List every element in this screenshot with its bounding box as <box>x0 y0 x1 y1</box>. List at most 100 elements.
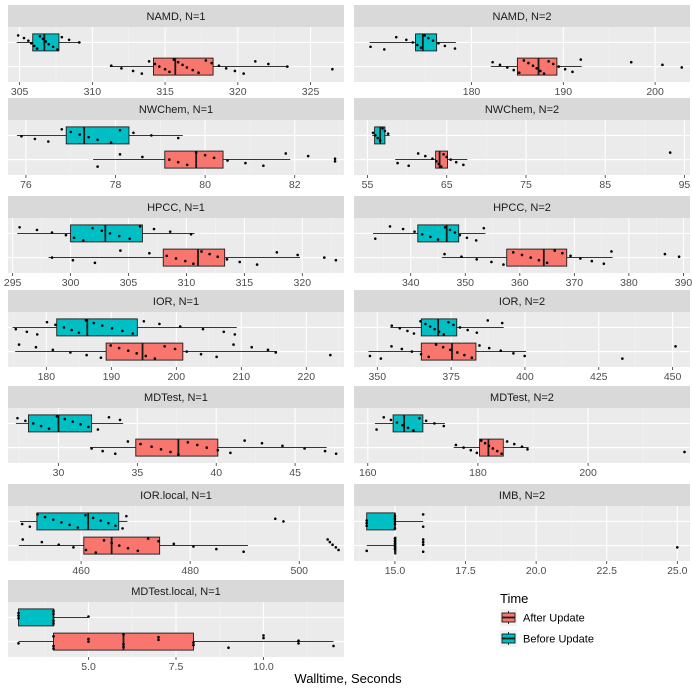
point-nwchem-n-1-before-update <box>78 133 81 136</box>
legend-label-after-update: After Update <box>523 613 585 625</box>
point-ior-n-1-before-update <box>62 326 66 329</box>
panel-nwchem-n-2: NWChem, N=2 55 65 75 85 95 <box>354 98 690 191</box>
series-hpcc-n-1-before-update <box>17 224 195 243</box>
strip-nwchem-n-2 <box>354 98 690 120</box>
point-hpcc-n-1-after-update <box>174 257 178 260</box>
point-hpcc-n-1-after-update <box>50 256 54 259</box>
point-nwchem-n-1-after-update <box>194 151 198 154</box>
point-mdtest-local-n-1-after-update <box>52 647 55 650</box>
tick-label-nwchem-n-1: 82 <box>289 179 301 191</box>
point-namd-n-1-after-update <box>217 64 221 68</box>
point-mdtest-n-1-before-update <box>63 417 67 421</box>
point-hpcc-n-2-after-update <box>475 258 479 261</box>
tick-label-imb-n-2: 17.5 <box>455 565 476 577</box>
legend-entry-before-update: Before Update <box>500 630 594 647</box>
point-imb-n-2-before-update <box>421 525 425 528</box>
series-mdtest-n-2-after-update <box>453 438 686 457</box>
tick-label-nwchem-n-1: 78 <box>110 179 122 191</box>
point-hpcc-n-2-before-update <box>429 235 432 239</box>
point-hpcc-n-2-before-update <box>401 227 405 231</box>
point-mdtest-n-2-before-update <box>424 419 428 423</box>
point-hpcc-n-1-after-update <box>200 250 203 253</box>
point-ior-n-1-after-update <box>69 351 72 354</box>
tick-label-ior-n-1: 210 <box>233 371 251 383</box>
series-imb-n-2-before-update <box>365 512 425 531</box>
tick-label-ior-n-1: 180 <box>38 371 56 383</box>
point-ior-n-1-before-update <box>178 325 182 328</box>
series-ior-n-1-before-update <box>12 318 237 337</box>
strip-nwchem-n-1 <box>8 98 344 120</box>
point-namd-n-1-before-update <box>60 35 64 39</box>
point-mdtest-n-1-after-update <box>169 450 172 454</box>
tick-label-hpcc-n-1: 300 <box>62 277 80 289</box>
point-hpcc-n-1-before-update <box>35 228 39 232</box>
point-namd-n-2-before-update <box>423 34 426 37</box>
point-mdtest-local-n-1-before-update <box>52 609 55 613</box>
point-ior-n-1-after-update <box>85 353 88 357</box>
point-ior-n-2-before-update <box>486 319 490 322</box>
box-namd-n-2-before-update <box>415 33 438 52</box>
point-ior-n-1-before-update <box>142 319 146 323</box>
point-namd-n-1-after-update <box>172 58 176 61</box>
point-ior-n-2-before-update <box>442 333 446 336</box>
point-mdtest-n-2-before-update <box>433 422 436 425</box>
box-hpcc-n-2-after-update <box>506 248 568 267</box>
point-namd-n-2-after-update <box>579 58 583 61</box>
point-namd-n-1-after-update <box>210 61 213 65</box>
point-ior-n-2-after-update <box>410 350 414 353</box>
point-imb-n-2-before-update <box>393 520 397 523</box>
point-hpcc-n-2-after-update <box>502 263 505 266</box>
series-hpcc-n-1-after-update <box>48 248 338 267</box>
point-mdtest-n-1-after-update <box>229 451 232 455</box>
point-hpcc-n-2-after-update <box>529 256 533 259</box>
point-nwchem-n-1-before-update <box>33 137 37 141</box>
point-ior-local-n-1-before-update <box>76 526 80 529</box>
point-hpcc-n-2-before-update <box>458 233 462 237</box>
point-nwchem-n-2-after-update <box>462 163 465 167</box>
point-nwchem-n-2-after-update <box>407 164 410 168</box>
point-namd-n-2-after-update <box>629 60 633 64</box>
point-mdtest-local-n-1-after-update <box>87 637 90 641</box>
strip-title-hpcc-n-1: HPCC, N=1 <box>147 202 205 214</box>
point-nwchem-n-1-before-update <box>96 138 99 142</box>
point-hpcc-n-1-after-update <box>216 255 220 259</box>
point-nwchem-n-1-before-update <box>20 134 23 138</box>
point-mdtest-n-1-after-update <box>281 444 284 448</box>
point-mdtest-local-n-1-after-update <box>297 639 300 643</box>
point-mdtest-n-2-after-update <box>487 444 491 448</box>
point-ior-local-n-1-after-update <box>102 539 106 542</box>
point-ior-n-2-after-update <box>441 345 445 349</box>
point-namd-n-1-after-update <box>285 65 289 68</box>
tick-label-namd-n-1: 315 <box>156 86 174 98</box>
strip-title-ior-n-1: IOR, N=1 <box>153 296 199 308</box>
point-namd-n-1-before-update <box>29 41 33 45</box>
box-hpcc-n-2-before-update <box>417 224 460 243</box>
series-ior-n-1-after-update <box>15 342 332 361</box>
point-namd-n-1-after-update <box>204 59 208 62</box>
box-namd-n-1-after-update <box>153 57 214 76</box>
point-mdtest-n-1-before-update <box>118 418 122 422</box>
point-hpcc-n-1-after-update <box>238 260 242 264</box>
point-ior-n-1-before-update <box>25 330 29 334</box>
point-ior-n-1-after-update <box>99 356 103 360</box>
point-ior-n-1-after-update <box>199 352 203 356</box>
point-ior-local-n-1-before-update <box>36 513 39 516</box>
point-ior-n-2-before-update <box>433 327 436 331</box>
tick-label-ior-n-2: 375 <box>442 371 460 383</box>
point-nwchem-n-2-after-update <box>449 158 452 161</box>
point-ior-n-2-after-update <box>448 348 452 352</box>
point-ior-n-2-after-update <box>470 356 474 360</box>
point-mdtest-n-1-after-update <box>159 448 163 451</box>
point-ior-n-1-before-update <box>131 332 135 335</box>
point-hpcc-n-1-before-update <box>18 225 21 229</box>
point-hpcc-n-1-after-update <box>334 258 338 262</box>
series-hpcc-n-2-after-update <box>441 248 681 267</box>
point-ior-n-1-before-update <box>201 327 205 331</box>
point-namd-n-1-after-update <box>163 67 167 71</box>
point-ior-n-2-after-update <box>390 345 393 348</box>
point-nwchem-n-2-before-update <box>378 139 382 142</box>
point-mdtest-n-2-after-update <box>491 447 495 450</box>
point-ior-local-n-1-after-update <box>136 549 140 553</box>
point-nwchem-n-1-before-update <box>87 135 90 139</box>
point-ior-n-2-after-update <box>419 352 423 356</box>
